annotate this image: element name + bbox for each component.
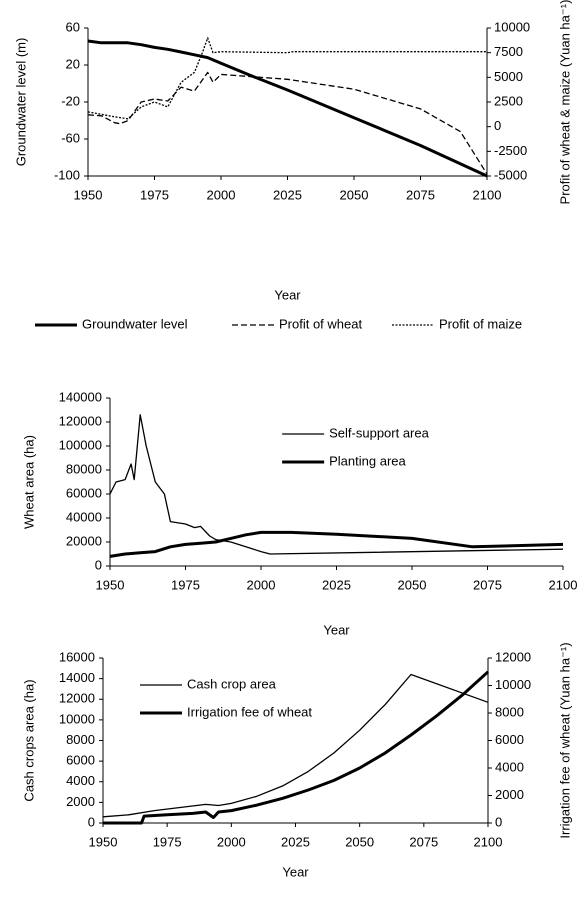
- x-tick-label: 1975: [171, 577, 200, 592]
- y2-axis-label: Profit of wheat & maize (Yuan ha⁻¹): [557, 0, 572, 204]
- y-tick-label: 60000: [66, 485, 102, 500]
- y-tick-label: -20: [61, 93, 80, 108]
- x-tick-label: 2025: [281, 834, 310, 849]
- y2-axis-label: Irrigation fee of wheat (Yuan ha⁻¹): [557, 642, 572, 838]
- x-tick-label: 2100: [473, 187, 502, 202]
- y-tick-label: 40000: [66, 509, 102, 524]
- y-tick-label: 10000: [59, 711, 95, 726]
- legend-label: Self-support area: [329, 425, 429, 440]
- data-line: [109, 414, 564, 555]
- y-axis-label: Wheat area (ha): [21, 435, 36, 529]
- y-tick-label: 0: [95, 557, 102, 572]
- legend-label: Cash crop area: [187, 676, 277, 691]
- x-tick-label: 2000: [207, 187, 236, 202]
- y-tick-label: 0: [88, 814, 95, 829]
- data-line: [103, 670, 490, 825]
- x-tick-label: 2100: [549, 577, 578, 592]
- x-tick-label: 2025: [322, 577, 351, 592]
- y-tick-label: 2000: [66, 794, 95, 809]
- y2-tick-label: 2500: [494, 93, 523, 108]
- x-axis-label: Year: [274, 287, 301, 302]
- y-tick-label: 120000: [59, 413, 102, 428]
- x-tick-label: 2100: [474, 834, 503, 849]
- y-tick-label: -100: [54, 167, 80, 182]
- x-tick-label: 2050: [398, 577, 427, 592]
- data-line: [102, 673, 489, 818]
- y2-tick-label: 8000: [495, 704, 524, 719]
- y-axis-label: Groundwater level (m): [13, 38, 28, 167]
- x-tick-label: 1950: [74, 187, 103, 202]
- legend-label: Profit of maize: [439, 316, 522, 331]
- x-tick-label: 2075: [409, 834, 438, 849]
- y-tick-label: 16000: [59, 649, 95, 664]
- y2-tick-label: 12000: [495, 649, 531, 664]
- x-tick-label: 2000: [247, 577, 276, 592]
- x-tick-label: 2050: [340, 187, 369, 202]
- x-tick-label: 2075: [473, 577, 502, 592]
- y2-tick-label: 6000: [495, 732, 524, 747]
- data-line: [87, 37, 487, 120]
- data-line: [87, 71, 488, 175]
- y2-tick-label: 2000: [495, 787, 524, 802]
- y2-tick-label: 5000: [494, 69, 523, 84]
- x-tick-label: 2025: [273, 187, 302, 202]
- y-tick-label: 4000: [66, 773, 95, 788]
- x-axis-label: Year: [282, 864, 309, 879]
- y2-tick-label: -5000: [494, 167, 527, 182]
- x-tick-label: 1975: [140, 187, 169, 202]
- y-tick-label: 20: [66, 56, 80, 71]
- y2-tick-label: 10000: [495, 677, 531, 692]
- legend-label: Irrigation fee of wheat: [187, 704, 312, 719]
- x-tick-label: 2000: [217, 834, 246, 849]
- legend-label: Profit of wheat: [279, 316, 362, 331]
- y2-tick-label: 10000: [494, 19, 530, 34]
- y-tick-label: 80000: [66, 461, 102, 476]
- y-tick-label: 140000: [59, 389, 102, 404]
- y2-tick-label: 0: [495, 814, 502, 829]
- y-tick-label: 8000: [66, 732, 95, 747]
- x-axis-label: Year: [323, 622, 350, 637]
- y2-tick-label: 4000: [495, 759, 524, 774]
- x-tick-label: 1975: [153, 834, 182, 849]
- x-tick-label: 1950: [89, 834, 118, 849]
- y-tick-label: 6000: [66, 753, 95, 768]
- y-tick-label: 12000: [59, 691, 95, 706]
- y-tick-label: -60: [61, 130, 80, 145]
- y-axis-label: Cash crops area (ha): [21, 679, 36, 801]
- y-tick-label: 60: [66, 19, 80, 34]
- x-tick-label: 2050: [345, 834, 374, 849]
- y2-tick-label: 0: [494, 118, 501, 133]
- data-line: [87, 39, 488, 178]
- y2-tick-label: 7500: [494, 44, 523, 59]
- y-tick-label: 20000: [66, 533, 102, 548]
- y-tick-label: 100000: [59, 437, 102, 452]
- data-line: [109, 530, 564, 558]
- legend-label: Planting area: [329, 453, 406, 468]
- y2-tick-label: -2500: [494, 143, 527, 158]
- legend-label: Groundwater level: [82, 316, 188, 331]
- y-tick-label: 14000: [59, 670, 95, 685]
- x-tick-label: 2075: [406, 187, 435, 202]
- x-tick-label: 1950: [96, 577, 125, 592]
